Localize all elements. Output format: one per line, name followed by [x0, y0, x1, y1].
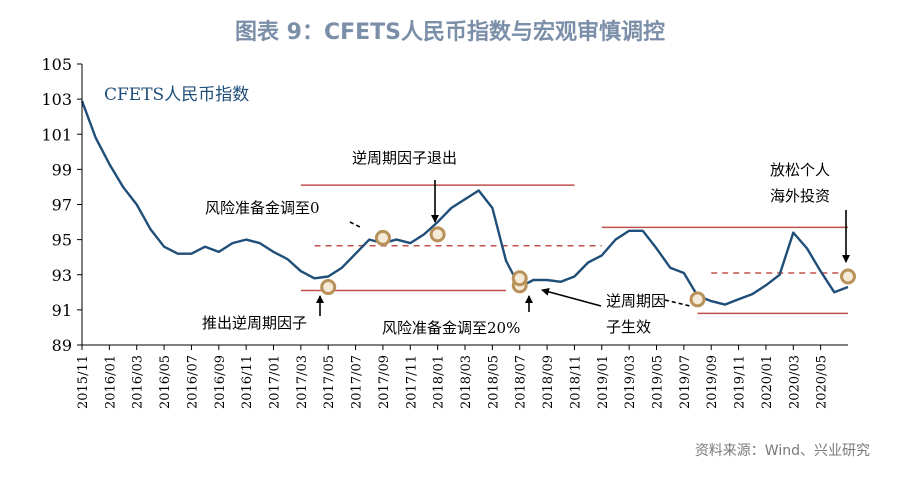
x-tick-label: 2019/09: [705, 355, 720, 409]
event-marker: [429, 226, 446, 243]
x-tick-label: 2019/03: [623, 355, 638, 409]
series-label: CFETS人民币指数: [104, 85, 249, 105]
x-tick-label: 2016/03: [131, 355, 146, 409]
source-note: 资料来源：Wind、兴业研究: [694, 443, 870, 459]
x-tick-label: 2018/05: [486, 355, 501, 409]
axes: 89 91 93 95 97 99 101 103 105 2015/11 2016/01 2016/…: [41, 55, 848, 409]
chart-title: 图表 9：CFETS人民币指数与宏观审慎调控: [234, 20, 666, 45]
annotation-relax-1: 放松个人: [770, 161, 830, 179]
x-tick-label: 2018/09: [541, 355, 556, 409]
y-tick-label: 95: [52, 231, 72, 250]
event-marker: [320, 279, 337, 296]
x-tick-label: 2017/11: [404, 355, 419, 409]
annotation-relax-2: 海外投资: [770, 187, 830, 205]
y-tick-label: 105: [41, 55, 72, 74]
marker-layer: [320, 226, 856, 308]
x-tick-label: 2020/01: [760, 355, 775, 409]
series-layer: [80, 100, 849, 306]
x-tick-label: 2016/11: [240, 355, 255, 409]
y-tick-label: 89: [52, 336, 72, 355]
y-tick-label: 97: [52, 196, 72, 215]
annotation-exit: 逆周期因子退出: [352, 149, 457, 167]
x-tick-label: 2018/03: [459, 355, 474, 409]
y-tick-label: 99: [52, 160, 72, 179]
x-tick-label: 2019/07: [678, 355, 693, 409]
x-tick-label: 2016/07: [185, 355, 200, 409]
x-tick-label: 2019/05: [651, 355, 666, 409]
reference-lines: [300, 184, 848, 315]
y-tick-label: 91: [52, 301, 72, 320]
annotation-effective-2: 子生效: [606, 318, 651, 336]
y-tick-label: 101: [41, 125, 72, 144]
y-tick-label: 103: [41, 90, 72, 109]
x-tick-label: 2015/11: [76, 355, 91, 409]
x-tick-label: 2017/05: [322, 355, 337, 409]
annotation-reserve-0: 风险准备金调至0: [205, 199, 320, 217]
event-marker: [374, 229, 391, 246]
arrow-effective: [664, 299, 691, 307]
x-tick-label: 2016/09: [213, 355, 228, 409]
x-tick-label: 2016/01: [103, 355, 118, 409]
x-tick-label: 2020/05: [815, 355, 830, 409]
arrow-reserve-0: [349, 221, 363, 229]
arrow-reserve-20-diag: [541, 287, 602, 307]
annotation-reserve-20: 风险准备金调至20%: [382, 319, 520, 337]
event-marker: [689, 291, 706, 308]
x-tick-label: 2018/01: [432, 355, 447, 409]
x-tick-label: 2017/03: [295, 355, 310, 409]
x-tick-label: 2017/07: [350, 355, 365, 409]
x-tick-label: 2019/01: [596, 355, 611, 409]
x-tick-label: 2016/05: [158, 355, 173, 409]
y-tick-label: 93: [52, 266, 72, 285]
x-tick-label: 2019/11: [733, 355, 748, 409]
x-tick-label: 2020/03: [787, 355, 802, 409]
annotation-launch: 推出逆周期因子: [202, 314, 307, 332]
event-marker: [511, 270, 528, 287]
x-tick-label: 2018/11: [568, 355, 583, 409]
event-marker: [840, 268, 856, 285]
annotation-effective-1: 逆周期因: [606, 292, 666, 310]
x-tick-label: 2017/09: [377, 355, 392, 409]
x-tick-label: 2017/01: [268, 355, 283, 409]
x-tick-label: 2018/07: [514, 355, 529, 409]
series-line: [80, 100, 849, 306]
